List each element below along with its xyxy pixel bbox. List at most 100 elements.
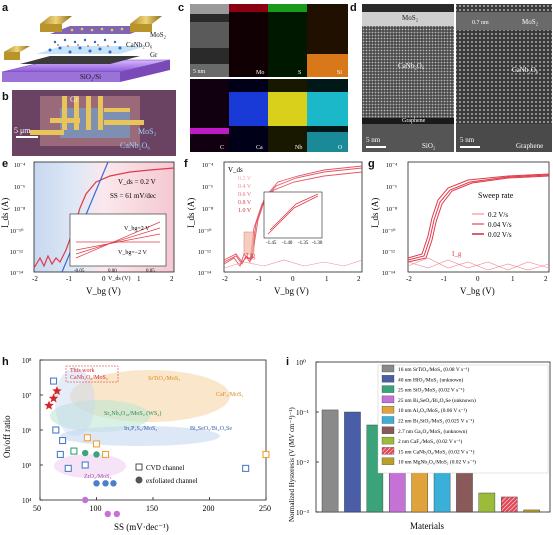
- h-exfoliated-point: [110, 480, 117, 487]
- i-ytick: 10⁰: [296, 359, 306, 367]
- i-legend-label: 25 nm Bi₂SeO₅/Bi₂O₂Se (unknown): [398, 397, 476, 404]
- h-cvd-point: [81, 461, 89, 469]
- e-inset-vbg-pos: V_bg=2 V: [124, 226, 150, 232]
- h-label-sr2nb3o10: Sr₂Nb₃O₁₀/MoS₂ (WS₂): [104, 410, 161, 417]
- h-exfoliated-point: [82, 496, 89, 504]
- i-legend-label: 40 nm HfO₂/MoS₂ (unknown): [398, 376, 464, 383]
- eds-ca: Ca: [256, 145, 263, 151]
- f-legend-3: 0.8 V: [238, 200, 252, 206]
- h-cvd-point: [64, 464, 72, 472]
- panel-d-tem: MoS₂ CaNb₂O₆ Graphene SiO₂ 5 nm 0.7 nm M…: [362, 4, 552, 152]
- f-inset-xt2: -1.35: [298, 241, 309, 246]
- tem-right-canb2o6: CaNb₂O₆: [512, 66, 539, 74]
- panel-letter-i: i: [286, 356, 290, 368]
- h-legend-cvd: CVD channel: [146, 464, 184, 472]
- label-gr-b: Gr: [70, 95, 79, 104]
- h-exfoliated-point: [102, 480, 109, 487]
- f-ylabel: I_ds (A): [186, 198, 196, 228]
- panel-letter-h: h: [2, 356, 9, 368]
- i-ytick: 10⁻²: [296, 459, 309, 467]
- h-xtick: 50: [33, 504, 41, 513]
- label-mos2: MoS₂: [150, 31, 167, 39]
- e-xtick-2: 0: [102, 275, 106, 283]
- h-xtick: 150: [146, 504, 158, 513]
- panel-g-sweep-rate: Sweep rate 0.2 V/s 0.04 V/s 0.02 V/s I_g…: [370, 161, 550, 296]
- g-xtick-0: -2: [406, 275, 412, 283]
- h-this-work-1: This work: [70, 368, 95, 374]
- eds-si: Si: [337, 70, 342, 76]
- e-xtick-4: 2: [170, 275, 174, 283]
- i-bar: [500, 496, 518, 513]
- f-xtick-0: -2: [222, 275, 228, 283]
- i-legend-label: 15 nm CaNb₂O₆/MoS₂ (0.02 V s⁻¹): [398, 448, 475, 455]
- h-label-srtio3: SrTiO₃/MoS₂: [148, 376, 180, 382]
- g-ytick-0: 10⁻¹⁴: [382, 271, 395, 277]
- i-legend-swatch: [381, 416, 395, 424]
- i-ytick: 10⁻¹: [296, 409, 309, 417]
- panel-letter-g: g: [368, 158, 375, 170]
- tem-left-scale: 5 nm: [366, 136, 381, 144]
- h-exfoliated-point: [104, 510, 112, 518]
- h-ytick: 10⁴: [22, 497, 32, 505]
- i-bar: [478, 492, 496, 513]
- f-legend-4: 1.0 V: [238, 208, 252, 214]
- f-inset-xt0: -1.45: [266, 241, 277, 246]
- f-legend-2: 0.6 V: [238, 192, 252, 198]
- h-ytick: 10⁷: [22, 392, 32, 400]
- i-legend-label: 22 nm Bi₂SiO₅/MoS₂ (0.025 V s⁻¹): [398, 418, 474, 425]
- i-bar: [321, 409, 339, 513]
- e-xtick-3: 1: [137, 275, 141, 283]
- panel-c-eds-maps: 5 nm Mo S Si C Ca Nb O: [190, 4, 348, 152]
- e-inset-xt0: -0.05: [74, 269, 85, 274]
- g-gate-label: I_g: [452, 250, 462, 258]
- f-ytick-5: 10⁻⁴: [202, 163, 213, 169]
- g-ytick-4: 10⁻⁶: [386, 185, 397, 191]
- label-canb2o6-b: CaNb₂O₆: [120, 141, 150, 150]
- g-xtick-4: 2: [544, 275, 548, 283]
- i-legend-swatch: [381, 385, 395, 393]
- h-cvd-point: [70, 447, 78, 455]
- h-xtick: 250: [259, 504, 271, 513]
- g-legend-0: 0.2 V/s: [488, 211, 508, 219]
- f-inset-xt3: -1.30: [312, 241, 323, 246]
- panel-letter-c: c: [178, 2, 185, 14]
- e-ylabel: I_ds (A): [0, 198, 10, 228]
- e-xlabel: V_bg (V): [86, 286, 121, 296]
- f-inset-xt1: -1.40: [282, 241, 293, 246]
- h-xtick: 100: [90, 504, 102, 513]
- h-cvd-point: [56, 450, 64, 459]
- panel-i-hysteresis-bars: 16 nm SrTiO₃/MoS₂ (0.08 V s⁻¹) 40 nm HfO₂…: [288, 359, 551, 531]
- tem-left-sio2: SiO₂: [422, 142, 436, 150]
- e-ytick-4: 10⁻⁶: [14, 185, 25, 191]
- i-bar: [344, 411, 361, 513]
- h-exfoliated-point: [113, 510, 121, 518]
- i-legend-label: 16 nm SrTiO₃/MoS₂ (0.08 V s⁻¹): [398, 366, 470, 373]
- i-legend-swatch: [381, 447, 395, 455]
- label-canb2o6: CaNb₂O₆: [126, 41, 153, 49]
- h-label-zro2: ZrO₂/MoS₂: [84, 474, 112, 480]
- h-ylabel: On/off ratio: [2, 415, 12, 458]
- eds-s: S: [298, 70, 301, 76]
- h-xlabel: SS (mV·dec⁻¹): [114, 522, 169, 532]
- i-ylabel: Normalized Hysteresis (V (MV cm⁻¹)⁻¹): [288, 407, 296, 522]
- e-inset-vbg-neg: V_bg=−2 V: [118, 250, 147, 256]
- panel-h-benchmark-scatter: This work CaNb₂O₆/MoS₂ SrTiO₃/MoS₂ CaF₂/…: [2, 357, 271, 532]
- e-ss: SS = 61 mV/dec: [110, 192, 156, 200]
- tem-left-graphene: Graphene: [402, 118, 426, 124]
- h-ytick: 10⁸: [22, 357, 32, 365]
- g-ylabel: I_ds (A): [370, 198, 380, 228]
- label-gr: Gr: [150, 51, 158, 59]
- f-legend-0: 0.2 V: [238, 176, 252, 182]
- h-cvd-point: [92, 440, 101, 448]
- h-ytick: 10⁶: [22, 427, 32, 435]
- g-ytick-2: 10⁻¹⁰: [382, 228, 396, 235]
- i-ytick: 10⁻³: [296, 509, 309, 517]
- panel-letter-d: d: [350, 2, 357, 14]
- f-xtick-4: 2: [357, 275, 361, 283]
- h-cvd-point: [52, 426, 60, 434]
- tem-right-scale: 5 nm: [460, 136, 475, 144]
- f-ytick-0: 10⁻¹⁴: [198, 271, 211, 277]
- f-gate-label: I_g: [246, 252, 256, 260]
- f-xlabel: V_bg (V): [274, 286, 309, 296]
- panel-e-transfer-curve: V_ds = 0.2 V SS = 61 mV/dec V_bg=2 V V_b…: [0, 161, 175, 296]
